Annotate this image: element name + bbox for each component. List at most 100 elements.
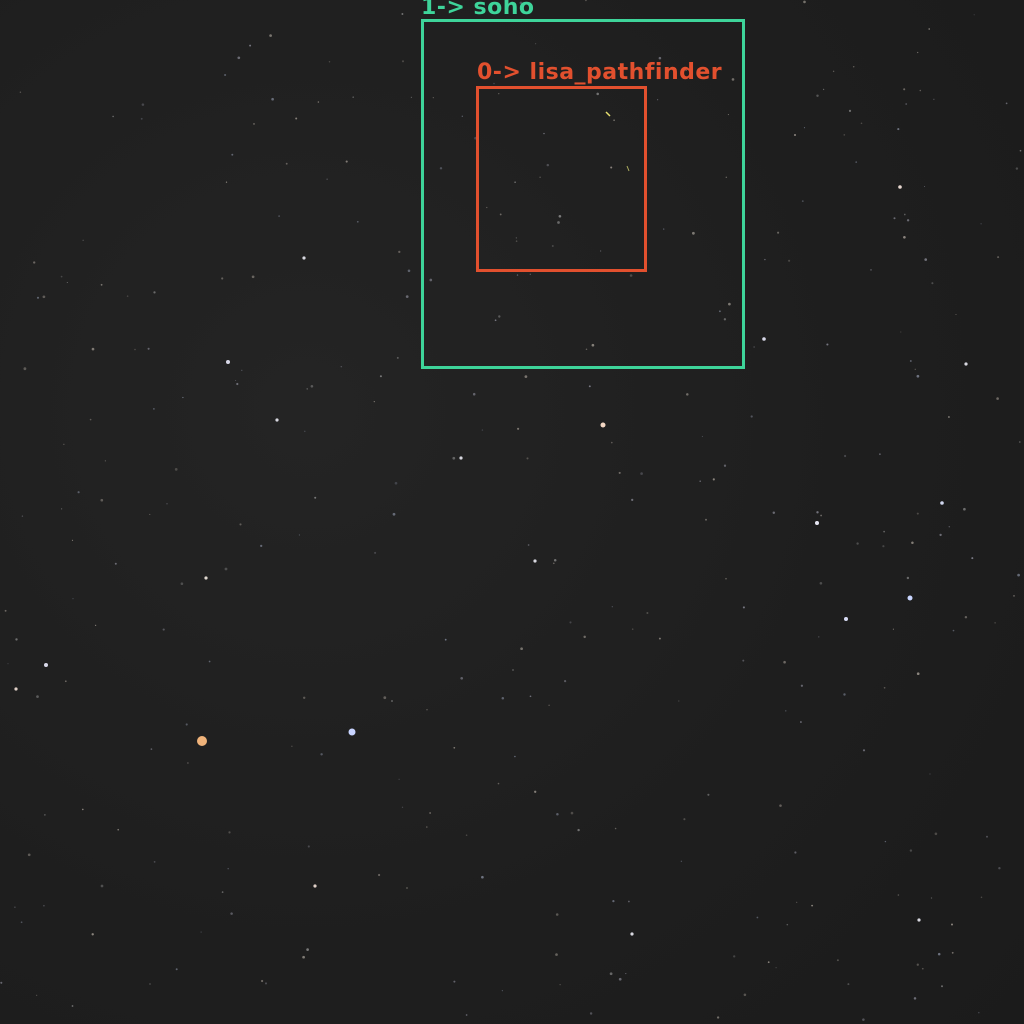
faint-star <box>465 834 468 836</box>
faint-star <box>919 89 922 92</box>
faint-star <box>657 99 659 101</box>
faint-star <box>94 624 97 627</box>
faint-star <box>269 34 272 37</box>
faint-star <box>917 51 919 54</box>
faint-star <box>933 98 935 100</box>
faint-star <box>249 44 252 47</box>
faint-star <box>235 379 237 382</box>
faint-star <box>82 239 84 241</box>
faint-star <box>836 959 839 962</box>
faint-star <box>947 416 950 418</box>
faint-star <box>705 518 707 521</box>
faint-star <box>23 367 27 371</box>
faint-star <box>407 269 411 273</box>
faint-star <box>514 755 516 758</box>
faint-star <box>225 181 228 183</box>
faint-star <box>980 223 982 225</box>
faint-star <box>328 61 331 63</box>
faint-star <box>1013 594 1015 597</box>
faint-star <box>19 91 22 94</box>
faint-star <box>855 161 858 163</box>
faint-star <box>685 69 687 71</box>
faint-star <box>948 525 951 528</box>
faint-star <box>611 441 613 444</box>
faint-star <box>818 636 820 638</box>
faint-star <box>326 178 328 180</box>
faint-star <box>905 103 908 105</box>
faint-star <box>227 867 229 870</box>
faint-star <box>517 427 520 430</box>
faint-star <box>91 933 94 936</box>
faint-star <box>515 240 518 242</box>
faint-star <box>892 628 894 630</box>
faint-star <box>527 544 530 546</box>
faint-star <box>27 853 31 857</box>
faint-star <box>750 415 753 418</box>
faint-star <box>175 968 178 971</box>
faint-star <box>317 101 320 103</box>
faint-star <box>546 163 550 167</box>
satellite-streaks <box>605 111 630 172</box>
faint-star <box>352 96 354 98</box>
white-star <box>844 617 848 621</box>
faint-star <box>699 480 702 483</box>
bright-stars <box>14 185 968 936</box>
faint-star <box>77 491 80 494</box>
faint-star <box>716 1016 720 1019</box>
faint-star <box>819 581 823 585</box>
faint-star <box>340 365 343 368</box>
faint-star <box>239 523 242 526</box>
faint-star <box>629 274 633 277</box>
faint-star <box>153 291 156 294</box>
faint-star <box>221 277 224 280</box>
faint-star <box>725 577 727 580</box>
faint-star <box>609 972 613 976</box>
faint-star <box>847 983 850 986</box>
faint-star <box>539 176 541 179</box>
faint-star <box>939 533 942 537</box>
faint-star <box>241 369 243 371</box>
faint-star <box>524 375 528 378</box>
faint-star <box>373 400 375 403</box>
faint-star <box>916 963 919 966</box>
faint-star <box>692 231 695 235</box>
faint-star <box>803 0 806 4</box>
faint-star <box>429 278 433 282</box>
faint-star <box>994 622 996 624</box>
faint-star <box>584 0 587 2</box>
faint-star <box>788 259 791 262</box>
faint-star <box>406 887 408 889</box>
orange-white-star <box>600 422 606 428</box>
white-star <box>898 185 902 189</box>
faint-star <box>291 745 293 747</box>
faint-star <box>921 967 924 970</box>
blue-white-star <box>348 728 356 736</box>
faint-star <box>631 628 634 630</box>
faint-star <box>777 231 780 234</box>
faint-star <box>743 993 747 997</box>
faint-star <box>429 812 431 814</box>
faint-star <box>756 916 759 919</box>
faint-star <box>166 503 168 505</box>
faint-star <box>950 923 954 926</box>
faint-star <box>100 884 104 888</box>
faint-star <box>114 562 117 565</box>
faint-star <box>481 875 484 879</box>
faint-star <box>302 955 305 959</box>
faint-star <box>237 56 241 60</box>
faint-star <box>64 680 67 683</box>
faint-star <box>112 115 114 118</box>
faint-star <box>916 374 920 378</box>
faint-star <box>498 93 500 95</box>
faint-star <box>614 827 617 830</box>
faint-star <box>401 806 404 808</box>
faint-star <box>816 511 819 514</box>
white-star <box>917 918 921 922</box>
faint-star <box>460 676 464 680</box>
faint-star <box>180 582 184 586</box>
faint-star <box>33 261 36 264</box>
faint-star <box>461 115 463 117</box>
faint-star <box>913 997 917 1000</box>
faint-star <box>934 832 938 836</box>
faint-star <box>929 773 931 775</box>
